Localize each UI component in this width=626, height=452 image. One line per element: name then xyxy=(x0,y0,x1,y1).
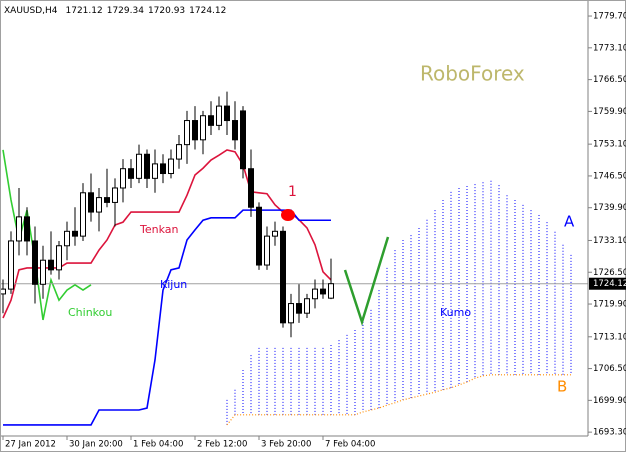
x-tick-label: 30 Jan 20:00 xyxy=(69,440,123,450)
v-sign xyxy=(343,236,390,327)
y-tick-label: 1779.70 xyxy=(593,12,626,22)
candle-body xyxy=(216,105,222,126)
candle-body xyxy=(64,230,70,247)
y-tick-label: 1713.10 xyxy=(593,332,626,342)
cloud-label: Kumo xyxy=(440,306,471,319)
candle-body xyxy=(184,120,190,146)
candle-body xyxy=(136,153,142,179)
price-box xyxy=(589,277,626,290)
y-tick-label: 1699.90 xyxy=(593,396,626,406)
span-b xyxy=(226,374,571,426)
y-tick-label: 1739.90 xyxy=(593,203,626,213)
candle-body xyxy=(264,235,270,266)
header-close: 1724.12 xyxy=(189,6,226,16)
candle-body xyxy=(16,216,22,242)
line-label: Kijun xyxy=(160,278,187,291)
candle-body xyxy=(232,120,238,141)
y-tick-label: 1773.10 xyxy=(593,43,626,53)
annotation: 1 xyxy=(288,184,297,200)
candle-body xyxy=(104,197,110,203)
candle-body xyxy=(296,303,302,314)
y-tick-label: 1693.30 xyxy=(593,428,626,438)
candle-body xyxy=(280,230,286,324)
x-tick-label: 7 Feb 04:00 xyxy=(325,440,375,450)
price-label: 1724.12 xyxy=(593,279,626,289)
candle-body xyxy=(256,206,262,266)
candle-layer xyxy=(0,91,334,338)
watermark: RoboForex xyxy=(420,62,525,86)
header-low: 1720.93 xyxy=(148,6,185,16)
candle-body xyxy=(80,192,86,237)
candle-body xyxy=(240,110,246,170)
header: XAUUSD,H4 1721.12 1729.34 1720.93 1724.12 xyxy=(4,6,226,16)
candle-body xyxy=(40,259,46,285)
candle-body xyxy=(304,298,310,314)
candle-body xyxy=(168,158,174,175)
cross-marker xyxy=(281,209,295,221)
candle-body xyxy=(160,163,166,175)
span-label: A xyxy=(564,213,575,231)
cloud-layer xyxy=(226,180,572,426)
candle-body xyxy=(32,240,38,285)
candle-body xyxy=(88,192,94,213)
candle-body xyxy=(48,259,54,271)
candle-body xyxy=(312,288,318,300)
header-high: 1729.34 xyxy=(107,6,144,16)
candle-body xyxy=(176,144,182,160)
header-open: 1721.12 xyxy=(66,6,103,16)
x-tick-label: 3 Feb 20:00 xyxy=(261,440,311,450)
y-tick-label: 1766.50 xyxy=(593,75,626,85)
candle-body xyxy=(96,197,102,213)
x-tick-label: 27 Jan 2012 xyxy=(5,440,56,450)
candle-body xyxy=(24,216,30,242)
y-tick-label: 1753.10 xyxy=(593,140,626,150)
candle-body xyxy=(200,115,206,141)
candle-body xyxy=(208,115,214,126)
y-tick-label: 1726.50 xyxy=(593,268,626,278)
x-tick-label: 2 Feb 12:00 xyxy=(197,440,247,450)
candle-body xyxy=(128,168,134,179)
y-tick-label: 1706.50 xyxy=(593,364,626,374)
candle-body xyxy=(72,230,78,237)
span-label: B xyxy=(557,378,567,396)
candle-body xyxy=(144,153,150,179)
line-label: Tenkan xyxy=(139,223,179,236)
line-label: Chinkou xyxy=(68,306,112,319)
candle-body xyxy=(56,245,62,271)
candle-body xyxy=(328,283,334,299)
x-tick-label: 1 Feb 04:00 xyxy=(133,440,183,450)
candle-body xyxy=(120,168,126,189)
candle-body xyxy=(288,303,294,324)
candle-body xyxy=(248,168,254,208)
candle-body xyxy=(152,163,158,179)
candle-body xyxy=(320,288,326,295)
candle-body xyxy=(224,105,230,122)
candle-body xyxy=(192,120,198,141)
symbol: XAUUSD,H4 xyxy=(4,6,58,16)
candle-body xyxy=(0,288,6,295)
y-tick-label: 1759.90 xyxy=(593,107,626,117)
y-tick-label: 1746.50 xyxy=(593,171,626,181)
y-tick-label: 1733.10 xyxy=(593,236,626,246)
y-tick-label: 1719.90 xyxy=(593,300,626,310)
candle-body xyxy=(8,240,14,290)
candle-body xyxy=(272,230,278,237)
indicator-line xyxy=(3,209,331,426)
candle-body xyxy=(112,187,118,203)
